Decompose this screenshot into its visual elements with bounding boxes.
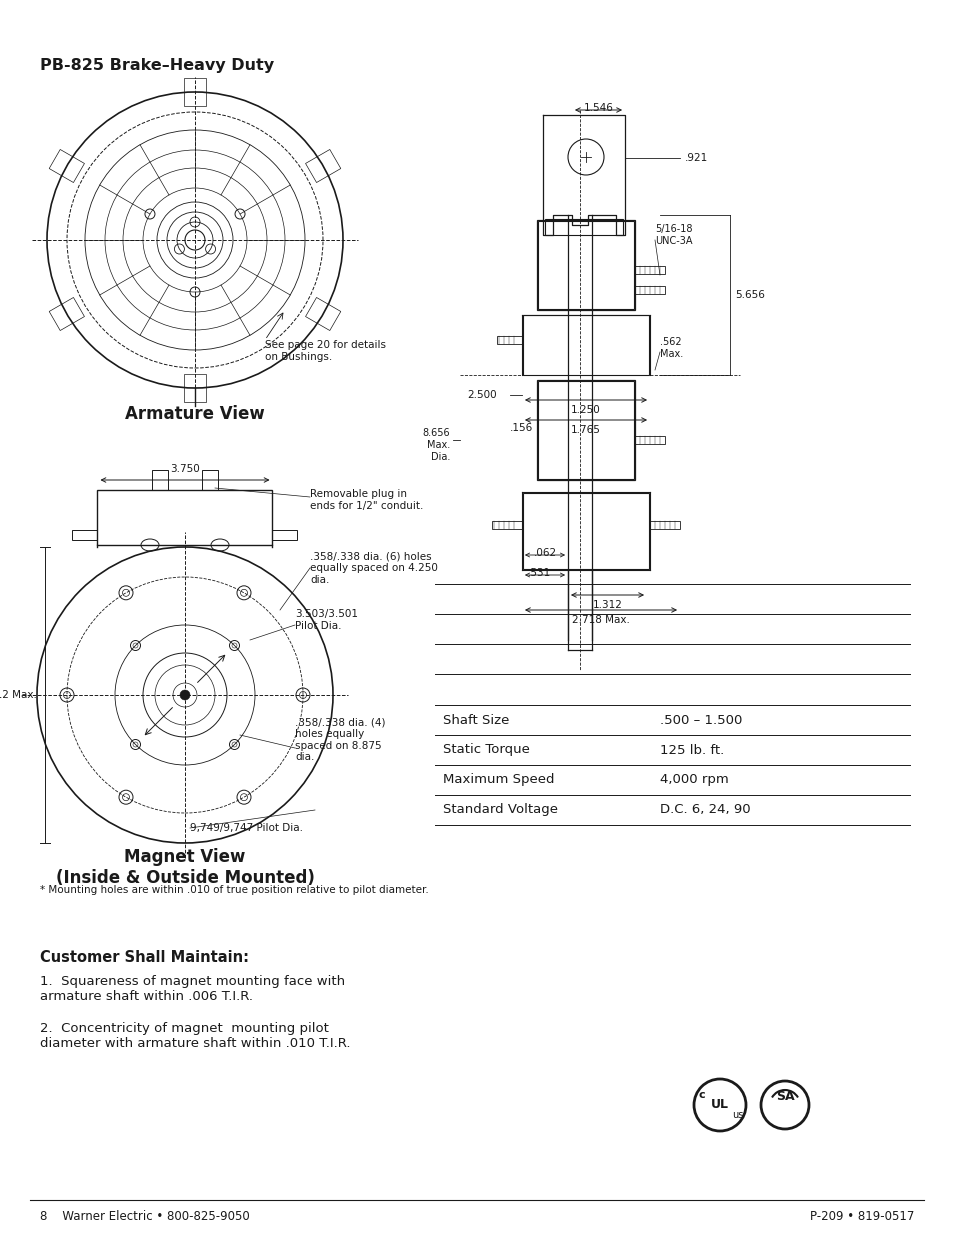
Bar [537,220,635,310]
Text: us: us [732,1110,743,1120]
Text: Removable plug in
ends for 1/2" conduit.: Removable plug in ends for 1/2" conduit. [310,489,423,511]
Bar [492,521,521,529]
Text: 3.503/3.501
Pilot Dia.: 3.503/3.501 Pilot Dia. [294,609,357,631]
Text: Standard Voltage: Standard Voltage [442,804,558,816]
Text: 6,812 Max.: 6,812 Max. [0,690,37,700]
Text: SA: SA [775,1091,794,1104]
Bar [635,287,664,294]
Bar [72,530,97,540]
Text: 4,000 rpm: 4,000 rpm [659,773,728,787]
Text: 1.250: 1.250 [571,405,600,415]
Text: 8    Warner Electric • 800-825-9050: 8 Warner Electric • 800-825-9050 [40,1210,250,1223]
Bar [522,315,648,375]
Text: .500 – 1.500: .500 – 1.500 [659,714,741,726]
Text: Static Torque: Static Torque [442,743,529,757]
Bar [635,266,664,274]
Text: .921: .921 [684,153,707,163]
Text: 5/16-18
UNC-3A: 5/16-18 UNC-3A [655,225,692,246]
Text: * Mounting holes are within .010 of true position relative to pilot diameter.: * Mounting holes are within .010 of true… [40,885,428,895]
Text: .358/.338 dia. (6) holes
equally spaced on 4.250
dia.: .358/.338 dia. (6) holes equally spaced … [310,551,437,584]
Text: 2.500: 2.500 [467,390,497,400]
Bar [537,380,635,480]
Text: Maximum Speed: Maximum Speed [442,773,554,787]
Bar [184,374,206,403]
Text: 3.750: 3.750 [170,464,200,474]
Bar [537,382,634,479]
Text: .531: .531 [528,568,551,578]
Text: .156: .156 [510,424,533,433]
Text: 1.  Squareness of magnet mounting face with
armature shaft within .006 T.I.R.: 1. Squareness of magnet mounting face wi… [40,974,345,1003]
Bar [202,471,218,490]
Bar [50,149,85,183]
Bar [522,493,648,569]
Text: Armature View: Armature View [125,405,265,424]
Text: 2.718 Max.: 2.718 Max. [572,615,629,625]
Bar [305,298,340,331]
Bar [184,78,206,106]
Bar [97,490,273,545]
Text: See page 20 for details
on Bushings.: See page 20 for details on Bushings. [265,340,386,362]
Text: 8.656
Max.
Dia.: 8.656 Max. Dia. [422,429,450,462]
Bar [497,336,521,345]
Text: D.C. 6, 24, 90: D.C. 6, 24, 90 [659,804,750,816]
Text: Magnet View
(Inside & Outside Mounted): Magnet View (Inside & Outside Mounted) [55,848,314,887]
Text: 2.  Concentricity of magnet  mounting pilot
diameter with armature shaft within : 2. Concentricity of magnet mounting pilo… [40,1023,350,1050]
Text: 1.765: 1.765 [571,425,600,435]
Circle shape [180,690,190,700]
Text: PB-825 Brake–Heavy Duty: PB-825 Brake–Heavy Duty [40,58,274,73]
Bar [50,298,85,331]
Text: .062: .062 [533,548,556,558]
Text: 1.546: 1.546 [583,103,613,112]
Bar [649,521,679,529]
Text: Customer Shall Maintain:: Customer Shall Maintain: [40,950,249,965]
Bar [544,219,622,235]
Text: UL: UL [710,1098,728,1112]
Text: P-209 • 819-0517: P-209 • 819-0517 [809,1210,913,1223]
Bar [273,530,297,540]
Text: 1.312: 1.312 [592,600,621,610]
Text: .358/.338 dia. (4)
holes equally
spaced on 8.875
dia.: .358/.338 dia. (4) holes equally spaced … [294,718,385,762]
Bar [152,471,168,490]
Text: 125 lb. ft.: 125 lb. ft. [659,743,723,757]
Bar [635,436,664,445]
Bar [537,221,634,309]
Text: 9,749/9,747 Pilot Dia.: 9,749/9,747 Pilot Dia. [190,823,303,832]
Text: .562
Max.: .562 Max. [659,337,682,359]
Text: Shaft Size: Shaft Size [442,714,509,726]
Bar [305,149,340,183]
Text: 5.656: 5.656 [734,290,764,300]
Text: c: c [698,1091,704,1100]
